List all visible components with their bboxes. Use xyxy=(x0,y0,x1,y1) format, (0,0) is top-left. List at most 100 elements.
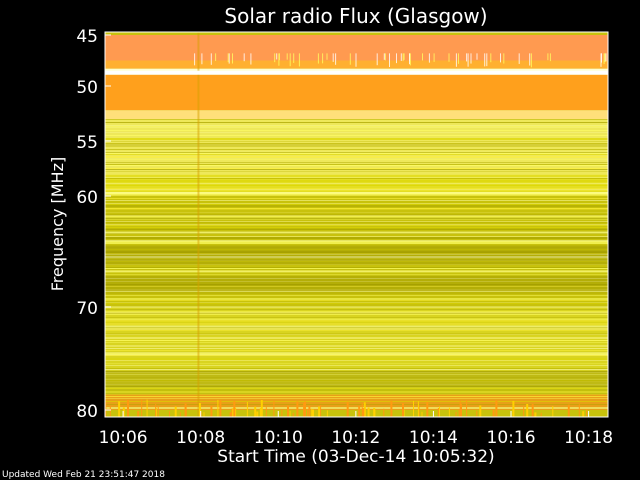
interference-spike xyxy=(292,413,294,417)
x-tick-label-5: 10:16 xyxy=(487,428,536,448)
channel-streak xyxy=(105,286,608,287)
burst-tick xyxy=(389,53,390,68)
channel-streak xyxy=(105,268,608,269)
channel-streak xyxy=(105,379,608,380)
interference-spike xyxy=(439,406,440,417)
burst-tick xyxy=(286,53,288,60)
channel-streak xyxy=(105,390,608,391)
burst-tick xyxy=(549,53,551,62)
y-tick-label-5: 80 xyxy=(76,402,98,422)
channel-streak xyxy=(105,363,608,364)
channel-streak xyxy=(105,135,608,136)
updated-timestamp: Updated Wed Feb 21 23:51:47 2018 xyxy=(2,470,165,480)
burst-tick xyxy=(396,53,397,64)
x-axis: 10:06 10:08 10:10 10:12 10:14 10:16 10:18 xyxy=(99,411,613,448)
interference-spike xyxy=(417,401,419,417)
interference-spike xyxy=(586,409,588,417)
burst-tick xyxy=(293,53,295,63)
channel-streak xyxy=(105,384,608,385)
channel-streak xyxy=(105,303,608,304)
channel-streak xyxy=(105,342,608,343)
burst-tick xyxy=(476,53,478,60)
interference-spike xyxy=(289,410,291,417)
burst-tick xyxy=(503,53,505,64)
bright-channel xyxy=(105,353,608,356)
interference-spike xyxy=(219,400,222,417)
burst-tick xyxy=(470,53,472,64)
interference-spike xyxy=(281,410,283,417)
dark-band xyxy=(105,245,608,265)
burst-tick xyxy=(215,53,217,61)
channel-streak xyxy=(105,203,608,204)
channel-streak xyxy=(105,189,608,190)
burst-tick xyxy=(376,53,378,66)
interference-spike xyxy=(426,401,429,417)
x-tick-label-4: 10:14 xyxy=(409,428,458,448)
channel-streak xyxy=(105,125,608,126)
channel-streak xyxy=(105,261,608,262)
burst-tick xyxy=(278,53,280,61)
channel-streak xyxy=(105,306,608,308)
channel-streak xyxy=(105,204,608,205)
burst-tick xyxy=(604,53,606,63)
saturated-channel xyxy=(105,70,608,75)
burst-tick xyxy=(326,53,328,60)
channel-streak xyxy=(105,252,608,253)
channel-streak xyxy=(105,350,608,351)
channel-streak xyxy=(105,401,608,402)
interference-spike xyxy=(246,402,248,417)
channel-streak xyxy=(105,149,608,150)
channel-streak xyxy=(105,159,608,160)
channel-streak xyxy=(105,393,608,394)
channel-streak xyxy=(105,205,608,207)
y-tick-label-0: 45 xyxy=(76,27,98,47)
channel-streak xyxy=(105,321,608,323)
burst-tick xyxy=(250,53,252,65)
burst-tick xyxy=(276,53,278,60)
channel-streak xyxy=(105,309,608,310)
interference-spike xyxy=(156,408,157,417)
burst-tick xyxy=(289,53,291,67)
interference-spike xyxy=(198,403,201,417)
interference-spike xyxy=(311,408,313,417)
burst-tick xyxy=(500,53,501,63)
channel-streak xyxy=(105,241,608,242)
channel-streak xyxy=(105,281,608,282)
burst-tick xyxy=(603,53,605,64)
channel-streak xyxy=(105,227,608,228)
channel-streak xyxy=(105,314,608,315)
channel-streak xyxy=(105,348,608,349)
channel-streak xyxy=(105,209,608,210)
burst-tick xyxy=(227,53,229,63)
channel-streak xyxy=(105,119,608,120)
burst-tick xyxy=(467,53,469,67)
channel-streak xyxy=(105,291,608,292)
interference-spike xyxy=(552,406,554,417)
channel-streak xyxy=(105,185,608,186)
interference-spike xyxy=(256,411,259,417)
interference-spike xyxy=(296,401,299,417)
channel-streak xyxy=(105,174,608,175)
chart-title: Solar radio Flux (Glasgow) xyxy=(224,4,487,28)
channel-streak xyxy=(105,407,608,409)
x-tick-label-6: 10:18 xyxy=(564,428,613,448)
time-discontinuity xyxy=(197,32,200,417)
channel-streak xyxy=(105,156,608,158)
channel-streak xyxy=(105,369,608,370)
channel-streak xyxy=(105,264,608,265)
channel-streak xyxy=(105,130,608,131)
burst-tick xyxy=(228,53,230,64)
channel-streak xyxy=(105,319,608,320)
burst-tick xyxy=(455,53,457,67)
channel-streak xyxy=(105,386,608,387)
interference-spike xyxy=(157,406,159,417)
channel-streak xyxy=(105,311,608,312)
interference-spike xyxy=(523,406,525,417)
x-tick-label-1: 10:08 xyxy=(176,428,225,448)
burst-tick xyxy=(335,53,337,65)
interference-spike xyxy=(233,401,236,417)
interference-spike xyxy=(174,406,177,417)
interference-spike xyxy=(512,400,515,417)
channel-streak xyxy=(105,360,608,361)
burst-tick xyxy=(201,53,203,65)
